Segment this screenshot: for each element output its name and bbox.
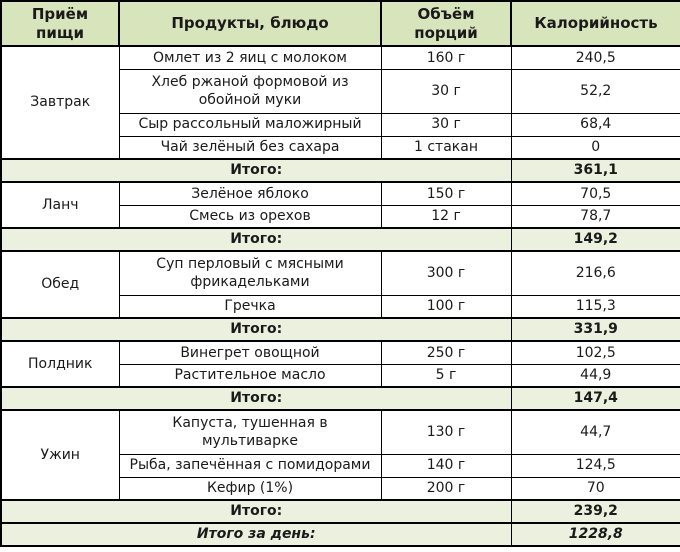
dish-cell: Капуста, тушенная в мультиварке: [118, 409, 382, 455]
calories-cell: 78,7: [510, 204, 680, 229]
section-total-row: Итого: 149,2: [0, 227, 680, 252]
volume-cell: 30 г: [380, 112, 512, 137]
dish-cell: Омлет из 2 яиц с молоком: [118, 45, 382, 70]
volume-cell: 12 г: [380, 204, 512, 229]
dish-cell: Хлеб ржаной формовой из обойной муки: [118, 68, 382, 114]
grand-total-row: Итого за день: 1228,8: [0, 522, 680, 547]
section-total-label: Итого:: [0, 386, 512, 411]
volume-cell: 150 г: [380, 181, 512, 206]
calories-cell: 216,6: [510, 250, 680, 296]
dish-cell: Смесь из орехов: [118, 204, 382, 229]
calories-cell: 52,2: [510, 68, 680, 114]
calories-cell: 115,3: [510, 294, 680, 319]
section-total-value: 239,2: [510, 499, 680, 524]
volume-cell: 30 г: [380, 68, 512, 114]
item-row: Рыба, запечённая с помидорами 140 г 124,5: [1, 453, 680, 478]
section-total-label: Итого:: [0, 158, 512, 183]
volume-cell: 5 г: [380, 363, 512, 388]
section-total-row: Итого: 331,9: [0, 317, 680, 342]
volume-cell: 100 г: [380, 294, 512, 319]
dish-text: Чай зелёный без сахара: [160, 139, 340, 156]
calories-cell: 124,5: [510, 453, 680, 478]
dish-text: Смесь из орехов: [189, 208, 311, 225]
column-header-meal-label: Приём пищи: [31, 4, 89, 42]
section-total-label: Итого:: [0, 499, 512, 524]
volume-cell: 140 г: [380, 453, 512, 478]
meal-cell: Завтрак: [0, 45, 120, 160]
dish-cell: Рыба, запечённая с помидорами: [118, 453, 382, 478]
dish-text: Капуста, тушенная в мультиварке: [172, 414, 328, 450]
section-total-row: Итого: 147,4: [0, 386, 680, 411]
item-row: Ужин Капуста, тушенная в мультиварке 130 г…: [0, 409, 680, 501]
column-header-calories: Калорийность: [510, 0, 680, 47]
volume-cell: 1 стакан: [380, 135, 512, 160]
table-body: Завтрак Омлет из 2 яиц с молоком 160 г 240,…: [0, 45, 680, 547]
section-total-row: Итого: 239,2: [0, 499, 680, 524]
grand-total-label: Итого за день:: [0, 522, 512, 547]
column-header-volume: Объём порций: [380, 0, 512, 47]
section-total-row: Итого: 361,1: [0, 158, 680, 183]
dish-text: Зелёное яблоко: [191, 185, 309, 202]
calories-cell: 70: [510, 476, 680, 501]
dish-text: Кефир (1%): [206, 480, 294, 497]
column-header-calories-label: Калорийность: [534, 14, 658, 33]
column-header-volume-label: Объём порций: [414, 4, 478, 42]
volume-cell: 300 г: [380, 250, 512, 296]
item-row: Ланч Зелёное яблоко 150 г 70,5: [0, 181, 680, 229]
column-header-dish: Продукты, блюдо: [118, 0, 382, 47]
item-row: Хлеб ржаной формовой из обойной муки 30 г…: [1, 68, 680, 114]
calories-cell: 70,5: [510, 181, 680, 206]
dish-text: Рыба, запечённая с помидорами: [129, 457, 371, 474]
section-total-value: 147,4: [510, 386, 680, 411]
meal-cell: Полдник: [0, 340, 120, 388]
dish-cell: Винегрет овощной: [118, 340, 382, 365]
dish-cell: Сыр рассольный маложирный: [118, 112, 382, 137]
dish-text: Сыр рассольный маложирный: [138, 116, 362, 133]
calories-cell: 240,5: [510, 45, 680, 70]
table-header: Приём пищи Продукты, блюдо Объём порций …: [0, 0, 680, 47]
dish-text: Хлеб ржаной формовой из обойной муки: [151, 73, 349, 108]
item-row: Сыр рассольный маложирный 30 г 68,4: [1, 112, 680, 137]
volume-cell: 130 г: [380, 409, 512, 455]
dish-cell: Зелёное яблоко: [118, 181, 382, 206]
meal-cell: Обед: [0, 250, 120, 319]
dish-text: Гречка: [224, 298, 276, 315]
column-header-meal: Приём пищи: [0, 0, 120, 47]
grand-total-value: 1228,8: [510, 522, 680, 547]
dish-text: Винегрет овощной: [180, 344, 320, 361]
dish-cell: Кефир (1%): [118, 476, 382, 501]
dish-text: Омлет из 2 яиц с молоком: [153, 49, 347, 66]
meal-cell: Ужин: [0, 409, 120, 501]
calories-cell: 68,4: [510, 112, 680, 137]
item-row: Полдник Винегрет овощной 250 г 102,5: [0, 340, 680, 388]
section-total-label: Итого:: [0, 227, 512, 252]
volume-cell: 250 г: [380, 340, 512, 365]
item-row: Растительное масло 5 г 44,9: [1, 363, 680, 388]
dish-cell: Суп перловый с мясными фрикадельками: [118, 250, 382, 296]
dish-cell: Гречка: [118, 294, 382, 319]
dish-cell: Чай зелёный без сахара: [118, 135, 382, 160]
calories-cell: 44,7: [510, 409, 680, 455]
dish-text: Суп перловый с мясными фрикадельками: [156, 255, 344, 291]
dish-cell: Растительное масло: [118, 363, 382, 388]
item-row: Завтрак Омлет из 2 яиц с молоком 160 г 240,…: [0, 45, 680, 160]
item-row: Кефир (1%) 200 г 70: [1, 476, 680, 501]
calories-cell: 0: [510, 135, 680, 160]
calories-cell: 44,9: [510, 363, 680, 388]
volume-cell: 200 г: [380, 476, 512, 501]
dish-text: Растительное масло: [174, 367, 326, 384]
section-total-value: 361,1: [510, 158, 680, 183]
volume-cell: 160 г: [380, 45, 512, 70]
meal-cell: Ланч: [0, 181, 120, 229]
section-total-value: 331,9: [510, 317, 680, 342]
calories-cell: 102,5: [510, 340, 680, 365]
column-header-dish-label: Продукты, блюдо: [171, 14, 329, 33]
item-row: Обед Суп перловый с мясными фрикадельками…: [0, 250, 680, 319]
section-total-value: 149,2: [510, 227, 680, 252]
section-total-label: Итого:: [0, 317, 512, 342]
header-row: Приём пищи Продукты, блюдо Объём порций …: [0, 0, 680, 47]
